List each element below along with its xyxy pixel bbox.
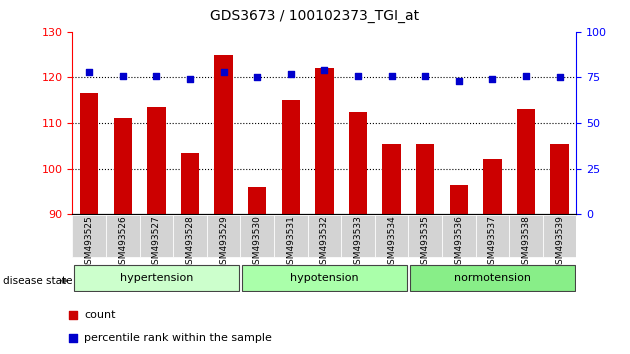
Bar [80, 93, 98, 214]
Bar [173, 215, 207, 257]
Point [413, 33, 423, 39]
Bar [282, 100, 300, 214]
Bar [450, 184, 468, 214]
Point [413, 246, 423, 251]
Text: GSM493526: GSM493526 [118, 216, 127, 270]
Bar [517, 109, 536, 214]
Text: GSM493537: GSM493537 [488, 216, 497, 270]
Point [353, 73, 363, 79]
Text: normotension: normotension [454, 273, 531, 283]
Point [286, 71, 296, 76]
FancyBboxPatch shape [74, 265, 239, 291]
Text: GSM493531: GSM493531 [287, 216, 295, 270]
Text: GDS3673 / 100102373_TGI_at: GDS3673 / 100102373_TGI_at [210, 9, 420, 23]
Point [185, 76, 195, 82]
Bar [214, 55, 233, 214]
Bar [382, 143, 401, 214]
Bar [147, 107, 166, 214]
Text: GSM493530: GSM493530 [253, 216, 261, 270]
Text: hypertension: hypertension [120, 273, 193, 283]
Bar [551, 143, 569, 214]
Point [319, 67, 329, 73]
Point [521, 73, 531, 79]
Point [219, 69, 229, 75]
Text: GSM493535: GSM493535 [421, 216, 430, 270]
Point [387, 73, 397, 79]
Bar [140, 215, 173, 257]
Bar [248, 187, 266, 214]
Bar [72, 215, 106, 257]
Point [420, 73, 430, 79]
Text: GSM493528: GSM493528 [186, 216, 195, 270]
Bar [349, 112, 367, 214]
Bar [476, 215, 509, 257]
Text: GSM493525: GSM493525 [85, 216, 94, 270]
Text: hypotension: hypotension [290, 273, 358, 283]
Bar [207, 215, 241, 257]
Bar [113, 119, 132, 214]
Bar [442, 215, 476, 257]
Bar [315, 68, 334, 214]
Bar [509, 215, 543, 257]
Bar [181, 153, 199, 214]
Bar [106, 215, 140, 257]
Text: GSM493532: GSM493532 [320, 216, 329, 270]
Text: GSM493539: GSM493539 [555, 216, 564, 270]
Text: percentile rank within the sample: percentile rank within the sample [84, 333, 272, 343]
FancyBboxPatch shape [410, 265, 575, 291]
Point [84, 69, 94, 75]
Bar [416, 143, 435, 214]
Bar [408, 215, 442, 257]
Text: disease state: disease state [3, 276, 72, 286]
Text: count: count [84, 310, 116, 320]
Text: GSM493533: GSM493533 [353, 216, 362, 270]
Text: GSM493534: GSM493534 [387, 216, 396, 270]
Text: GSM493538: GSM493538 [522, 216, 530, 270]
Bar [241, 215, 274, 257]
Point [151, 73, 161, 79]
Bar [543, 215, 576, 257]
Text: GSM493527: GSM493527 [152, 216, 161, 270]
Point [252, 75, 262, 80]
Text: GSM493536: GSM493536 [454, 216, 463, 270]
Bar [375, 215, 408, 257]
Bar [483, 160, 501, 214]
FancyBboxPatch shape [242, 265, 407, 291]
Bar [307, 215, 341, 257]
Point [488, 76, 498, 82]
Bar [341, 215, 375, 257]
Bar [274, 215, 307, 257]
Point [554, 75, 564, 80]
Point [454, 78, 464, 84]
Text: GSM493529: GSM493529 [219, 216, 228, 270]
Point [118, 73, 128, 79]
